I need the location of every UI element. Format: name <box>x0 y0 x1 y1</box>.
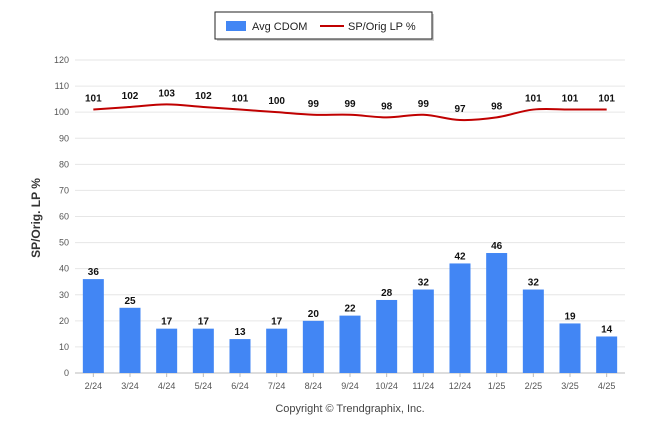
bar-value-label: 28 <box>381 288 393 299</box>
y-tick-label: 80 <box>59 159 69 169</box>
line-value-label: 102 <box>195 91 212 102</box>
line-path <box>93 103 607 122</box>
data-labels: 36 25 17 17 13 17 20 22 28 32 42 46 32 19 14 101 102 103 1… <box>85 88 615 338</box>
bar-value-label: 36 <box>88 267 100 278</box>
bar-value-label: 17 <box>198 317 210 328</box>
bar <box>266 328 288 373</box>
y-tick-label: 40 <box>59 264 69 274</box>
bar <box>449 263 471 373</box>
legend-bar-label: Avg CDOM <box>252 21 307 33</box>
line-value-label: 100 <box>268 96 285 107</box>
line-value-label: 101 <box>598 94 615 105</box>
y-tick-label: 110 <box>55 81 69 91</box>
bar <box>192 328 214 373</box>
bar-value-label: 46 <box>491 241 503 252</box>
line-value-label: 97 <box>454 104 466 115</box>
y-tick-label: 20 <box>59 316 69 326</box>
bar <box>559 323 581 373</box>
bar-value-label: 17 <box>271 317 283 328</box>
x-tick-label: 3/25 <box>561 381 579 391</box>
bar-value-label: 25 <box>124 296 136 307</box>
line-value-label: 99 <box>418 99 430 110</box>
x-tick-label: 5/24 <box>195 381 213 391</box>
y-tick-label: 100 <box>54 107 69 117</box>
x-tick-label: 1/25 <box>488 381 506 391</box>
bar <box>339 315 361 373</box>
line-value-label: 98 <box>381 101 393 112</box>
x-tick-label: 10/24 <box>375 381 398 391</box>
bar-value-label: 14 <box>601 324 613 335</box>
y-tick-label: 30 <box>59 290 69 300</box>
bar-value-label: 17 <box>161 317 173 328</box>
x-tick-label: 4/25 <box>598 381 616 391</box>
bar-value-label: 32 <box>418 278 430 289</box>
bar <box>412 289 434 373</box>
y-axis-title: SP/Orig. LP % <box>29 178 43 258</box>
bar-value-label: 20 <box>308 309 320 320</box>
x-tick-label: 11/24 <box>412 381 434 391</box>
bar <box>522 289 544 373</box>
line-value-label: 103 <box>158 88 175 99</box>
bar-series <box>82 253 618 373</box>
bar <box>156 328 178 373</box>
line-value-label: 101 <box>232 94 249 105</box>
y-tick-label: 70 <box>59 185 69 195</box>
y-tick-label: 0 <box>64 368 69 378</box>
line-value-label: 101 <box>562 94 579 105</box>
x-tick-label: 7/24 <box>268 381 286 391</box>
line-series <box>93 103 607 122</box>
line-value-label: 101 <box>85 94 102 105</box>
bar-value-label: 22 <box>344 304 356 315</box>
bar-value-label: 32 <box>528 278 540 289</box>
y-tick-label: 50 <box>59 238 69 248</box>
y-tick-label: 10 <box>59 342 69 352</box>
bar <box>302 320 324 373</box>
bar <box>596 336 618 373</box>
legend-line-label: SP/Orig LP % <box>348 21 416 33</box>
y-tick-label: 120 <box>54 55 69 65</box>
line-value-label: 99 <box>308 99 320 110</box>
x-tick-label: 4/24 <box>158 381 176 391</box>
bar <box>376 299 398 373</box>
bar <box>119 307 141 373</box>
line-value-label: 102 <box>122 91 139 102</box>
bar <box>229 339 251 373</box>
x-tick-label: 2/25 <box>525 381 543 391</box>
bar-value-label: 19 <box>564 311 576 322</box>
gridlines <box>75 59 625 374</box>
bar <box>486 253 508 373</box>
x-tick-label: 6/24 <box>231 381 249 391</box>
x-tick-label: 8/24 <box>305 381 323 391</box>
x-tick-label: 3/24 <box>121 381 139 391</box>
copyright-footer: Copyright © Trendgraphix, Inc. <box>275 403 424 415</box>
legend-bar-swatch <box>226 21 246 31</box>
x-tick-label: 9/24 <box>341 381 359 391</box>
y-tick-label: 90 <box>59 133 69 143</box>
y-tick-label: 60 <box>59 212 69 222</box>
x-tick-label: 12/24 <box>449 381 472 391</box>
line-value-label: 99 <box>344 99 356 110</box>
x-tick-label: 2/24 <box>85 381 103 391</box>
bar-value-label: 13 <box>234 327 246 338</box>
bar <box>82 279 104 373</box>
legend: Avg CDOM SP/Orig LP % <box>214 11 434 41</box>
bar-value-label: 42 <box>454 251 466 262</box>
line-value-label: 101 <box>525 94 542 105</box>
line-value-label: 98 <box>491 101 503 112</box>
